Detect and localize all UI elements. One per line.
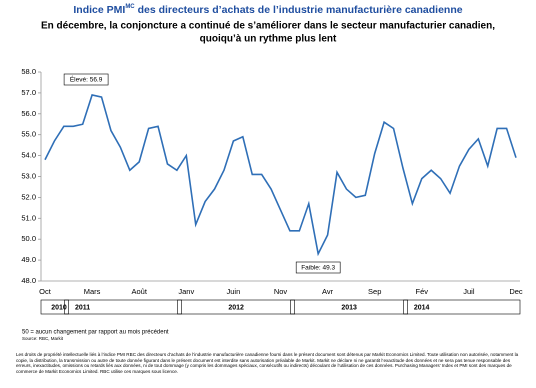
y-tick-label: 58.0	[21, 67, 36, 76]
annotation: Élevé: 56.9	[70, 75, 103, 84]
x-tick-label: Juin	[227, 287, 241, 296]
y-tick-label: 49.0	[21, 255, 36, 264]
year-label: 2010	[51, 304, 67, 311]
year-box	[40, 299, 69, 315]
source: Source: RBC, Markit	[22, 336, 64, 341]
y-tick-label: 50.0	[21, 234, 36, 243]
subtitle: En décembre, la conjoncture a continué d…	[41, 21, 495, 32]
footnote: 50 = aucun changement par rapport au moi…	[22, 330, 169, 336]
line	[44, 94, 517, 257]
y-tick-label: 53.0	[21, 171, 36, 180]
x-tick-label: Mars	[84, 287, 101, 296]
y-tick-label: 48.0	[21, 276, 36, 285]
year-box	[290, 299, 408, 315]
disclaimer: Les droits de propriété intellectuelle l…	[16, 352, 519, 374]
subtitle: quoiqu’à un rythme plus lent	[200, 34, 337, 45]
chart-title: Indice PMIMC des directeurs d’achats de …	[73, 4, 462, 16]
year-box	[177, 299, 295, 315]
title-sup: MC	[125, 4, 135, 10]
year-label: 2012	[228, 304, 244, 311]
year-label: 2013	[341, 304, 357, 311]
annotation-box	[63, 73, 109, 86]
year-box	[64, 299, 182, 315]
y-tick-label: 55.0	[21, 130, 36, 139]
x-tick-label: Sep	[368, 287, 381, 296]
disclaimer-box: Les droits de propriété intellectuelle l…	[16, 352, 519, 374]
year-label: 2014	[414, 304, 430, 311]
title-main: Indice PMI	[73, 4, 125, 16]
x-tick-label: Janv	[178, 287, 194, 296]
title-rest: des directeurs d’achats de l’industrie m…	[135, 4, 463, 16]
x-tick-label: Dec	[509, 287, 523, 296]
y-tick-label: 56.0	[21, 109, 36, 118]
year-box	[403, 299, 521, 315]
annotation-box	[295, 261, 341, 274]
year-label: 2011	[75, 304, 90, 311]
x-tick-label: Avr	[322, 287, 334, 296]
x-tick-label: Août	[131, 287, 147, 296]
y-tick-label: 54.0	[21, 151, 36, 160]
x-tick-label: Fév	[416, 287, 429, 296]
annotation: Faible: 49.3	[301, 265, 335, 272]
x-tick-label: Oct	[39, 287, 52, 296]
y-tick-label: 57.0	[21, 88, 36, 97]
x-tick-label: Juil	[463, 287, 475, 296]
y-tick-label: 51.0	[21, 213, 36, 222]
y-tick-label: 52.0	[21, 192, 36, 201]
x-tick-label: Nov	[274, 287, 288, 296]
